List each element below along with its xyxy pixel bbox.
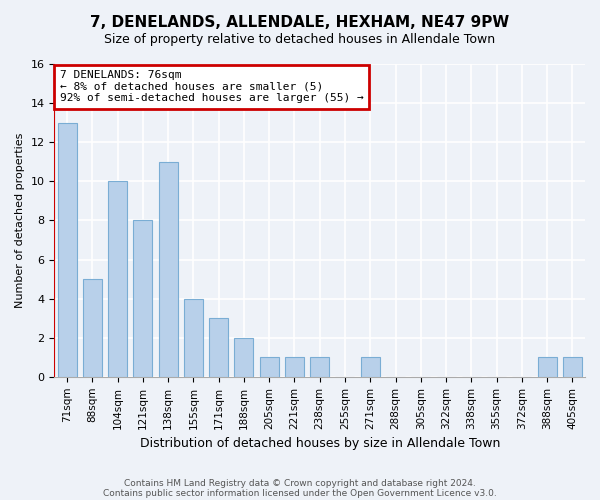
Text: 7, DENELANDS, ALLENDALE, HEXHAM, NE47 9PW: 7, DENELANDS, ALLENDALE, HEXHAM, NE47 9P… — [91, 15, 509, 30]
Bar — [58, 122, 77, 377]
Bar — [310, 358, 329, 377]
Y-axis label: Number of detached properties: Number of detached properties — [15, 132, 25, 308]
Text: Contains public sector information licensed under the Open Government Licence v3: Contains public sector information licen… — [103, 488, 497, 498]
Bar — [83, 279, 102, 377]
Text: Size of property relative to detached houses in Allendale Town: Size of property relative to detached ho… — [104, 32, 496, 46]
Bar — [133, 220, 152, 377]
Bar — [361, 358, 380, 377]
Bar — [563, 358, 582, 377]
Bar — [538, 358, 557, 377]
Text: Contains HM Land Registry data © Crown copyright and database right 2024.: Contains HM Land Registry data © Crown c… — [124, 478, 476, 488]
Bar — [285, 358, 304, 377]
Bar — [158, 162, 178, 377]
Bar — [108, 182, 127, 377]
Bar — [209, 318, 228, 377]
Bar — [184, 298, 203, 377]
X-axis label: Distribution of detached houses by size in Allendale Town: Distribution of detached houses by size … — [140, 437, 500, 450]
Text: 7 DENELANDS: 76sqm
← 8% of detached houses are smaller (5)
92% of semi-detached : 7 DENELANDS: 76sqm ← 8% of detached hous… — [60, 70, 364, 104]
Bar — [260, 358, 278, 377]
Bar — [235, 338, 253, 377]
